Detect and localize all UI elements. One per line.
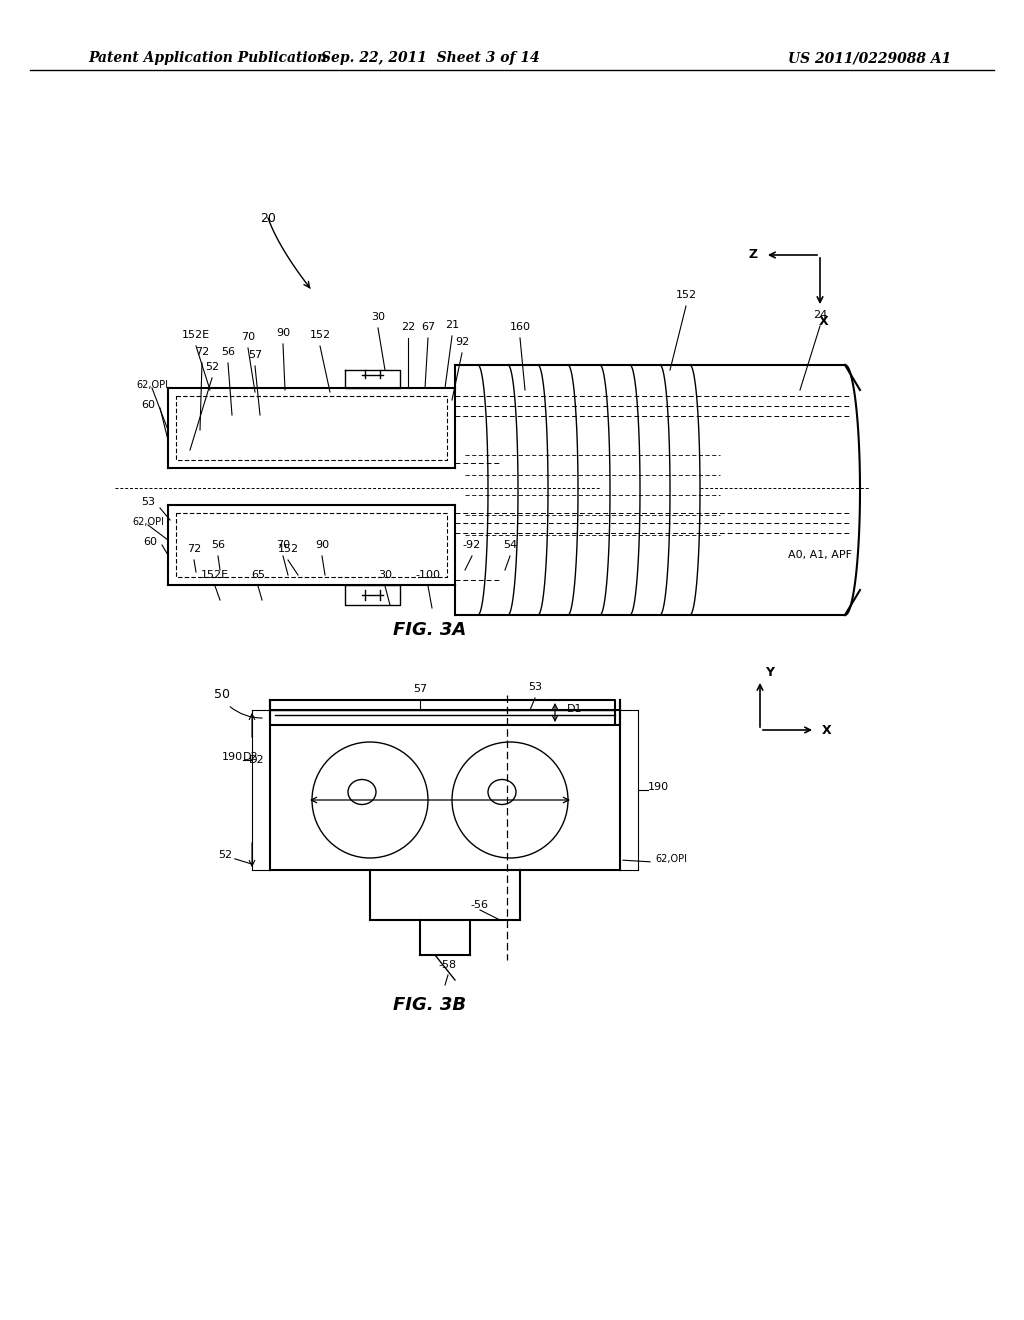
- Text: 190: 190: [221, 752, 243, 762]
- Text: 56: 56: [211, 540, 225, 550]
- Text: Sep. 22, 2011  Sheet 3 of 14: Sep. 22, 2011 Sheet 3 of 14: [321, 51, 540, 65]
- Text: 152E: 152E: [201, 570, 229, 579]
- Text: 70: 70: [241, 333, 255, 342]
- Text: A0, A1, APF: A0, A1, APF: [788, 550, 852, 560]
- Text: 65: 65: [251, 570, 265, 579]
- Text: 62,OPI: 62,OPI: [136, 380, 168, 389]
- Text: 92: 92: [455, 337, 469, 347]
- Text: 50: 50: [214, 688, 230, 701]
- Text: 57: 57: [413, 684, 427, 694]
- Text: 22: 22: [400, 322, 415, 333]
- Text: 67: 67: [421, 322, 435, 333]
- Text: FIG. 3A: FIG. 3A: [393, 620, 467, 639]
- Text: 52: 52: [205, 362, 219, 372]
- Text: D1: D1: [567, 704, 583, 714]
- Text: FIG. 3B: FIG. 3B: [393, 997, 467, 1014]
- Text: Y: Y: [765, 665, 774, 678]
- Text: 30: 30: [378, 570, 392, 579]
- Text: 90: 90: [315, 540, 329, 550]
- Text: 57: 57: [248, 350, 262, 360]
- Text: 56: 56: [221, 347, 234, 356]
- Text: X: X: [819, 315, 828, 327]
- Text: 21: 21: [445, 319, 459, 330]
- Text: 72: 72: [186, 544, 201, 554]
- Text: -100: -100: [416, 570, 440, 579]
- Text: 62,OPI: 62,OPI: [132, 517, 164, 527]
- Text: 152: 152: [278, 544, 299, 554]
- Text: 60: 60: [141, 400, 155, 411]
- Text: D2: D2: [243, 752, 258, 762]
- Text: 54: 54: [503, 540, 517, 550]
- Text: 52: 52: [218, 850, 232, 861]
- Text: 53: 53: [528, 682, 542, 692]
- Text: 152: 152: [309, 330, 331, 341]
- Text: 90: 90: [275, 327, 290, 338]
- Text: 72: 72: [195, 347, 209, 356]
- Text: Z: Z: [749, 248, 758, 261]
- Text: 152: 152: [676, 290, 696, 300]
- Text: -58: -58: [439, 960, 457, 970]
- Text: D2: D2: [250, 755, 265, 766]
- Text: 24: 24: [813, 310, 827, 319]
- Text: 53: 53: [141, 498, 155, 507]
- Text: -92: -92: [463, 540, 481, 550]
- Text: 20: 20: [260, 211, 275, 224]
- Text: US 2011/0229088 A1: US 2011/0229088 A1: [788, 51, 951, 65]
- Text: 70: 70: [275, 540, 290, 550]
- Text: 160: 160: [510, 322, 530, 333]
- Text: X: X: [822, 723, 831, 737]
- Text: 62,OPI: 62,OPI: [655, 854, 687, 865]
- Text: 60: 60: [143, 537, 157, 546]
- Text: 30: 30: [371, 312, 385, 322]
- Text: 152E: 152E: [182, 330, 210, 341]
- Text: 190: 190: [647, 781, 669, 792]
- Text: Patent Application Publication: Patent Application Publication: [88, 51, 327, 65]
- Text: -56: -56: [470, 900, 488, 909]
